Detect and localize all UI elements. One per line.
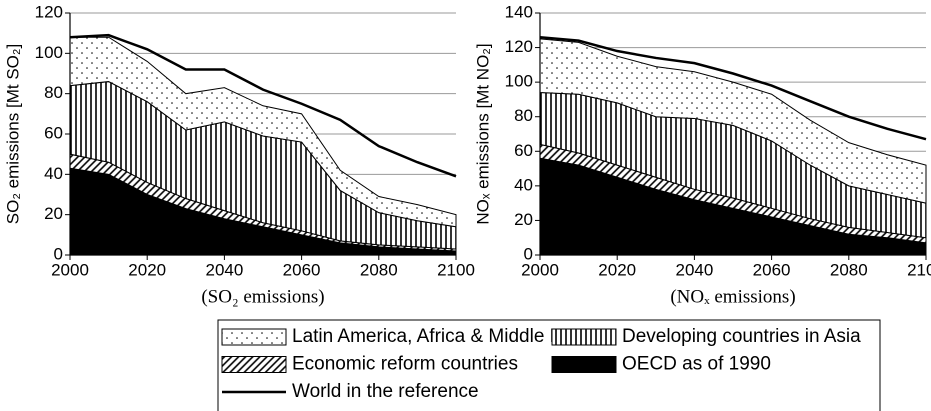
y-tick-label: 100: [35, 43, 63, 62]
y-axis-label: NOₓ emissions [Mt NO₂]: [473, 43, 492, 224]
legend-swatch: [551, 356, 617, 373]
y-tick-label: 0: [524, 244, 533, 263]
x-tick-label: 2100: [907, 260, 931, 279]
y-tick-label: 60: [514, 141, 533, 160]
y-tick-label: 80: [514, 106, 533, 125]
legend-swatch: [221, 356, 287, 373]
x-tick-label: 2000: [521, 260, 559, 279]
area: [539, 38, 927, 204]
x-tick-label: 2040: [675, 260, 713, 279]
y-tick-label: 100: [505, 72, 533, 91]
x-tick-label: 2040: [205, 260, 243, 279]
y-tick-label: 60: [44, 123, 63, 142]
x-tick-label: 2020: [598, 260, 636, 279]
x-tick-label: 2060: [283, 260, 321, 279]
x-axis-label: (SO₂ emissions): [201, 286, 324, 307]
legend-box: [217, 319, 881, 411]
x-tick-label: 2060: [753, 260, 791, 279]
y-axis-label: SO₂ emissions [Mt SO₂]: [3, 44, 22, 224]
y-tick-label: 40: [514, 175, 533, 194]
x-tick-label: 2000: [51, 260, 89, 279]
legend-label: Latin America, Africa & Middle East: [292, 326, 588, 347]
x-tick-label: 2100: [437, 260, 475, 279]
legend-label: Economic reform countries: [292, 354, 518, 375]
legend-label: World in the reference: [292, 381, 479, 402]
y-tick-label: 120: [505, 37, 533, 56]
y-tick-label: 20: [514, 210, 533, 229]
line: [69, 33, 457, 178]
y-tick-label: 0: [54, 244, 63, 263]
legend-swatch: [221, 328, 287, 346]
x-tick-label: 2080: [830, 260, 868, 279]
x-tick-label: 2020: [128, 260, 166, 279]
y-tick-label: 120: [35, 2, 63, 21]
legend-label: OECD as of 1990: [622, 354, 771, 375]
x-axis-label: (NOₓ emissions): [670, 286, 795, 307]
line: [539, 35, 927, 141]
area: [69, 36, 457, 228]
legend-swatch: [551, 328, 617, 346]
x-tick-label: 2080: [360, 260, 398, 279]
y-tick-label: 40: [44, 164, 63, 183]
y-tick-label: 140: [505, 2, 533, 21]
y-tick-label: 20: [44, 204, 63, 223]
legend-label: Developing countries in Asia: [622, 326, 861, 347]
y-tick-label: 80: [44, 83, 63, 102]
